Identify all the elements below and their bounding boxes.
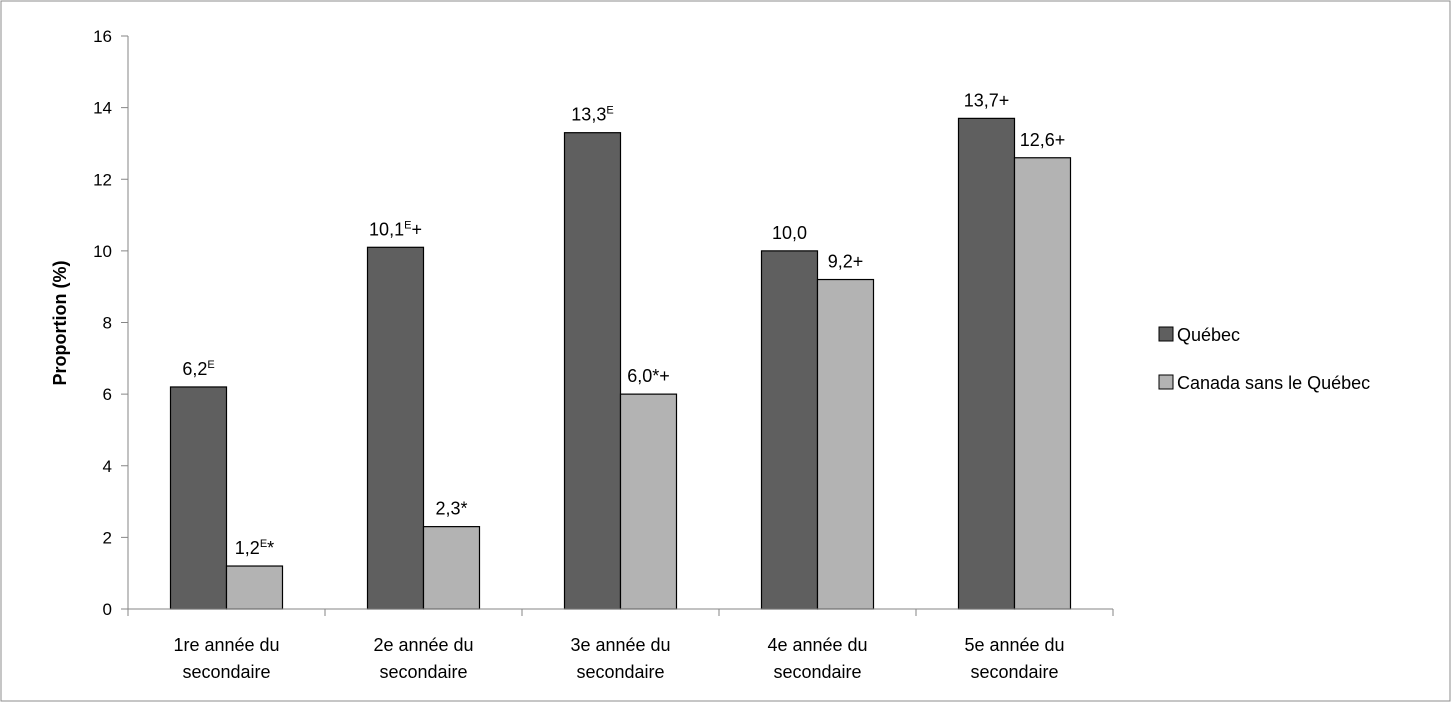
- y-tick-label: 4: [103, 457, 112, 476]
- x-category-label: secondaire: [576, 662, 664, 682]
- y-tick-label: 2: [103, 528, 112, 547]
- legend-label-quebec: Québec: [1177, 325, 1240, 345]
- bar-canada-sans-quebec: [422, 526, 481, 610]
- data-label: 10,0: [772, 223, 807, 243]
- bar-quebec: [563, 132, 622, 610]
- data-label: 6,0*+: [627, 366, 670, 386]
- y-tick-label: 8: [103, 314, 112, 333]
- bar-quebec: [169, 386, 228, 610]
- data-label: 2,3*: [435, 499, 467, 519]
- x-category-label: secondaire: [182, 662, 270, 682]
- x-category-label: secondaire: [970, 662, 1058, 682]
- x-category-label: secondaire: [379, 662, 467, 682]
- legend-swatch-quebec: [1158, 326, 1174, 342]
- bar-quebec: [957, 117, 1016, 610]
- x-category-label: 2e année du: [373, 635, 473, 655]
- data-label: 10,1E+: [369, 219, 422, 239]
- bar-quebec: [366, 246, 425, 610]
- data-label: 13,3E: [571, 105, 613, 125]
- bar-canada-sans-quebec: [225, 565, 284, 610]
- legend-swatch-canada-sans-quebec: [1158, 374, 1174, 390]
- data-label: 9,2+: [828, 252, 864, 272]
- y-tick-label: 12: [93, 170, 112, 189]
- y-tick-label: 0: [103, 600, 112, 619]
- x-category-label: 5e année du: [964, 635, 1064, 655]
- data-label: 12,6+: [1020, 130, 1066, 150]
- y-tick-label: 14: [93, 99, 112, 118]
- bar-canada-sans-quebec: [619, 393, 678, 610]
- data-label: 6,2E: [182, 359, 214, 379]
- x-category-label: 4e année du: [767, 635, 867, 655]
- y-tick-label: 16: [93, 27, 112, 46]
- x-category-label: 3e année du: [570, 635, 670, 655]
- y-tick-label: 6: [103, 385, 112, 404]
- x-category-label: secondaire: [773, 662, 861, 682]
- bar-canada-sans-quebec: [816, 278, 875, 610]
- bar-quebec: [760, 250, 819, 610]
- legend-label-canada-sans-quebec: Canada sans le Québec: [1177, 373, 1370, 393]
- x-category-label: 1re année du: [173, 635, 279, 655]
- y-axis-title: Proportion (%): [50, 261, 70, 386]
- data-label: 1,2E*: [235, 538, 274, 558]
- bar-canada-sans-quebec: [1013, 157, 1072, 610]
- y-tick-label: 10: [93, 242, 112, 261]
- data-label: 13,7+: [964, 90, 1010, 110]
